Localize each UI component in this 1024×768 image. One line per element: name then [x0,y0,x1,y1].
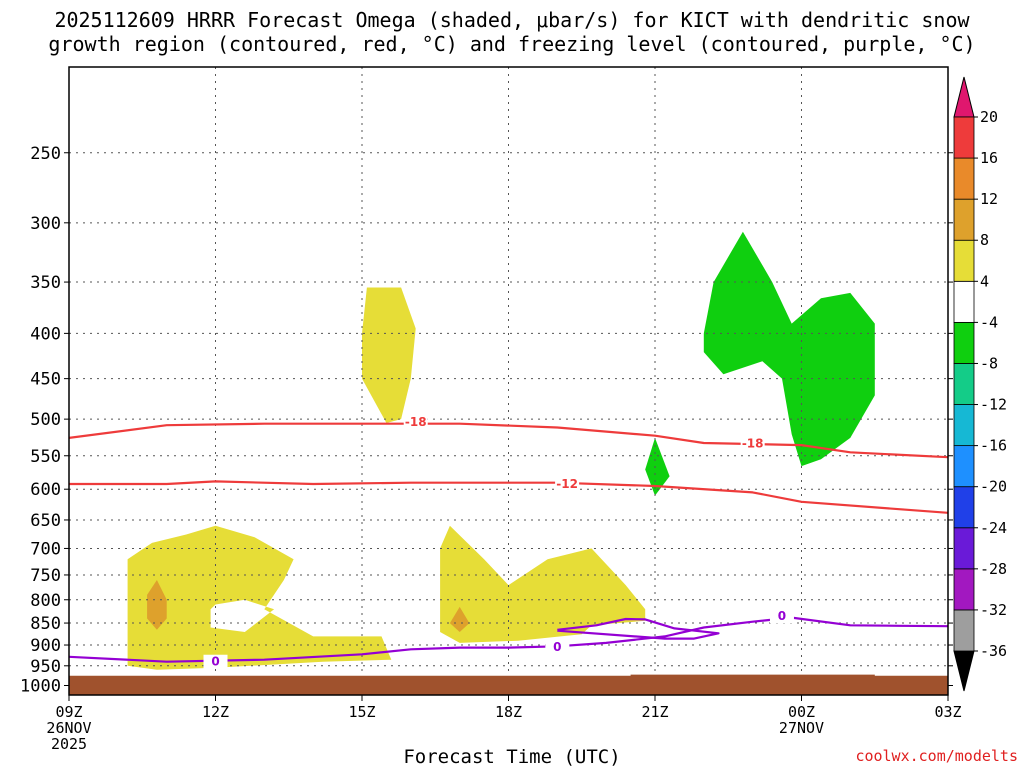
y-tick-label-1000: 1000 [20,677,61,697]
contour-label-bg-0-1 [740,436,765,451]
contour-line-0 [69,422,948,459]
x-tick-date-0: 26NOV [46,719,91,737]
chart-title-line-2: growth region (contoured, red, °C) and f… [48,32,976,56]
y-tick-label-400: 400 [30,324,61,344]
colorbar-bin-10 [953,198,975,241]
omega-region-0-2 [440,525,646,643]
contour-label-0-0: -18 [405,415,427,429]
y-tick-label-250: 250 [30,144,61,164]
contour-label-bg-2-1 [545,640,570,655]
surface-terrain [69,674,948,695]
colorbar-label-12: 16 [980,149,998,167]
colorbar-label-5: -16 [980,437,1007,455]
colorbar-bin-0 [953,609,975,652]
source-credit: coolwx.com/modelts [855,747,1018,765]
omega-region-0-0 [127,525,392,670]
contour-line-3 [557,617,720,640]
colorbar-over-arrow [953,76,975,118]
y-tick-label-450: 450 [30,370,61,390]
colorbar-bin-11 [953,157,975,200]
contour-label-bg-2-2 [769,609,794,624]
colorbar-label-2: -28 [980,560,1007,578]
colorbar-label-6: -12 [980,396,1007,414]
y-tick-label-550: 550 [30,447,61,467]
colorbar-bin-12 [953,116,975,159]
contour-label-bg-2-0 [203,654,228,669]
colorbar-bin-8 [953,280,975,323]
contour-label-bg-1-0 [555,477,580,492]
y-tick-label-500: 500 [30,410,61,430]
omega-region-2-1 [703,231,875,467]
colorbar-label-1: -32 [980,601,1007,619]
x-tick-label-12: 21Z [641,703,668,721]
contour-label-2-0: 0 [211,655,219,669]
colorbar-label-9: 4 [980,272,989,290]
colorbar-bin-2 [953,527,975,570]
y-tick-label-750: 750 [30,566,61,586]
colorbar-label-13: 20 [980,108,998,126]
x-tick-label-18: 03Z [934,703,961,721]
x-tick-label-15: 00Z [788,703,815,721]
colorbar-bin-5 [953,404,975,447]
x-tick-year-0: 2025 [51,735,87,753]
contour-label-2-1: 0 [553,640,561,654]
omega-region-0-1 [362,287,416,423]
colorbar-label-4: -20 [980,478,1007,496]
colorbar-bin-1 [953,568,975,611]
x-tick-label-3: 12Z [202,703,229,721]
y-tick-label-700: 700 [30,539,61,559]
x-tick-label-9: 18Z [495,703,522,721]
y-tick-label-350: 350 [30,273,61,293]
x-tick-date-15: 27NOV [779,719,824,737]
colorbar-label-8: -4 [980,313,998,331]
omega-region-1-0 [147,580,167,630]
y-tick-label-800: 800 [30,591,61,611]
x-tick-label-6: 15Z [348,703,375,721]
colorbar-bin-6 [953,363,975,405]
x-tick-label-0: 09Z [55,703,82,721]
contour-label-bg-0-0 [403,415,428,430]
contour-label-0-1: -18 [742,437,764,451]
y-tick-label-950: 950 [30,657,61,677]
colorbar-bin-9 [953,239,975,282]
colorbar-label-3: -24 [980,519,1007,537]
y-tick-label-300: 300 [30,214,61,234]
y-tick-label-650: 650 [30,511,61,531]
chart-title-line-1: 2025112609 HRRR Forecast Omega (shaded, … [54,8,970,32]
colorbar-bin-3 [953,486,975,529]
colorbar-label-11: 12 [980,190,998,208]
colorbar-label-10: 8 [980,231,989,249]
colorbar-label-0: -36 [980,642,1007,660]
y-tick-label-850: 850 [30,614,61,634]
y-tick-label-900: 900 [30,636,61,656]
colorbar-bin-4 [953,445,975,488]
contour-label-1-0: -12 [556,477,578,491]
plot-area: -18 -18 -12 0 0 0 [69,67,948,695]
omega-region-1-1 [449,606,470,632]
x-axis-label: Forecast Time (UTC) [403,746,621,768]
colorbar-under-arrow [953,650,975,692]
colorbar-bin-7 [953,321,975,364]
colorbar-label-7: -8 [980,354,998,372]
y-tick-label-600: 600 [30,480,61,500]
contour-label-2-2: 0 [778,609,786,623]
omega-region-2-0 [645,437,670,496]
contour-line-2 [69,616,948,663]
